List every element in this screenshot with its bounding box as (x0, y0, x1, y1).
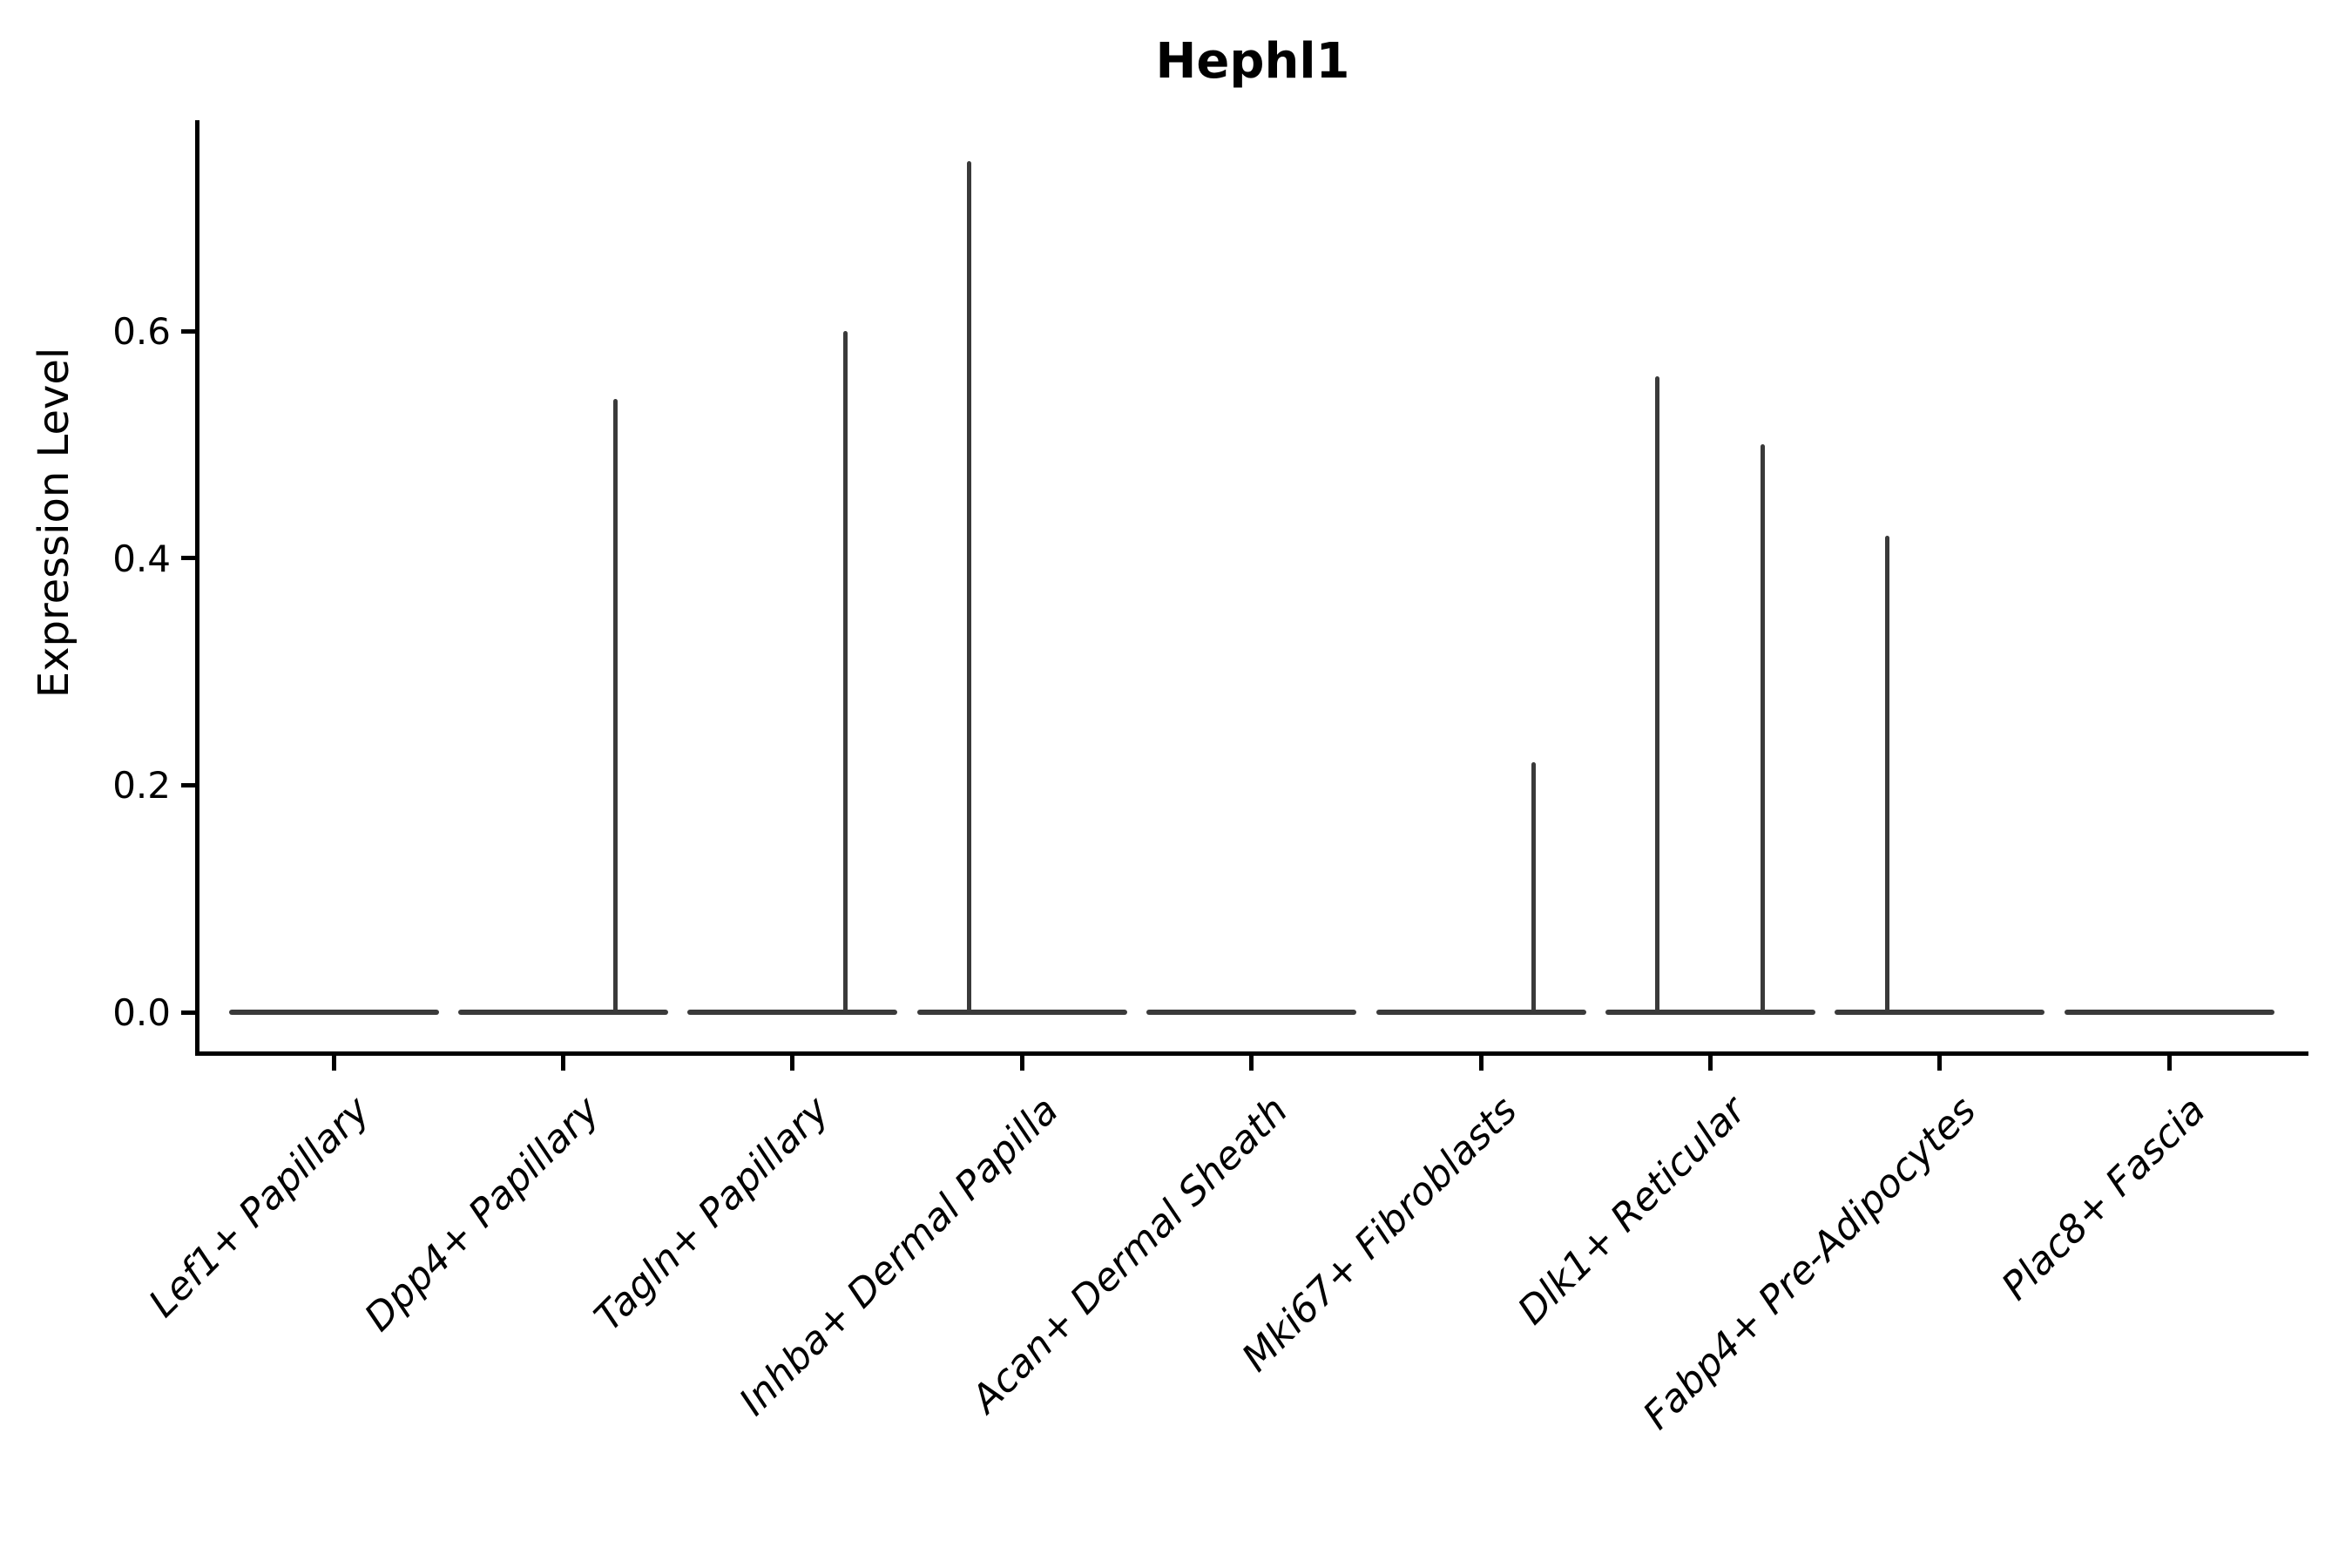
violin-body (1375, 1010, 1586, 1015)
x-tick-label: Plac8+ Fascia (1993, 1088, 2214, 1309)
x-axis-spine (195, 1051, 2308, 1056)
x-tick (790, 1056, 795, 1071)
y-axis-label: Expression Level (30, 347, 78, 699)
violin-spike (1531, 762, 1536, 1014)
violin-body (1146, 1010, 1357, 1015)
violin-body (228, 1010, 439, 1015)
y-tick-label: 0.0 (112, 991, 171, 1034)
x-tick (1478, 1056, 1484, 1071)
violin-body (916, 1010, 1127, 1015)
x-tick (1707, 1056, 1713, 1071)
violin-body (457, 1010, 668, 1015)
x-tick (1937, 1056, 1943, 1071)
violin-body (2064, 1010, 2274, 1015)
y-tick-label: 0.4 (112, 537, 171, 580)
violin-spike (1761, 444, 1766, 1014)
x-tick (1249, 1056, 1254, 1071)
y-tick (181, 328, 196, 334)
x-tick-label: Dlk1+ Reticular (1510, 1088, 1755, 1334)
violin-spike (1655, 376, 1660, 1014)
violin-spike (1884, 535, 1889, 1014)
violin-body (1835, 1010, 2045, 1015)
x-tick-label: Tagln+ Papillary (585, 1088, 838, 1340)
violin-spike (842, 331, 848, 1014)
y-tick (181, 782, 196, 787)
violin-body (1605, 1010, 1815, 1015)
x-tick (2166, 1056, 2172, 1071)
y-tick (181, 1010, 196, 1015)
x-tick-label: Lef1+ Papillary (140, 1088, 379, 1327)
y-tick-label: 0.2 (112, 764, 171, 808)
x-tick (1019, 1056, 1024, 1071)
violin-spike (967, 160, 972, 1014)
y-tick (181, 556, 196, 561)
violin-body (687, 1010, 898, 1015)
chart-title: Hephl1 (1155, 33, 1350, 90)
y-axis-spine (195, 120, 199, 1056)
violin-spike (613, 399, 618, 1014)
y-tick-label: 0.6 (112, 310, 171, 354)
x-tick (560, 1056, 565, 1071)
x-tick-label: Dpp4+ Papillary (355, 1088, 608, 1341)
x-tick (331, 1056, 336, 1071)
